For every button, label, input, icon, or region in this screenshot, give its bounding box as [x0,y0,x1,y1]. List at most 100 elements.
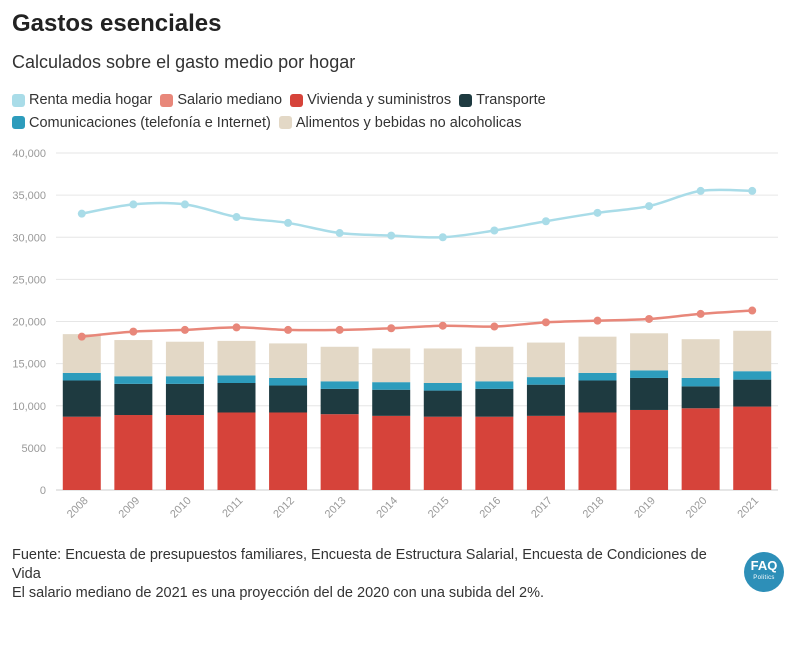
bar-segment [681,339,720,378]
legend-swatch [278,116,292,129]
data-point [129,327,138,336]
legend-item[interactable]: Alimentos y bebidas no alcoholicas [278,113,522,133]
data-point [180,325,189,334]
x-tick-label: 2008 [65,495,91,521]
data-point [77,332,86,341]
y-tick-label: 35,000 [12,190,46,202]
chart-footer: Fuente: Encuesta de presupuestos familia… [12,546,732,603]
bar-segment [217,375,256,384]
bar-segment [165,383,204,416]
legend-item[interactable]: Comunicaciones (telefonía e Internet) [12,113,271,133]
x-tick-label: 2013 [323,495,349,521]
series-line [81,188,753,239]
legend-item[interactable]: Transporte [459,90,546,110]
stacked-bar-line-chart: 0 5000 10,000 15,000 20,000 25,000 30,000 35,00… [12,148,778,521]
bar-segment [475,346,514,382]
legend-item[interactable]: Salario mediano [160,90,282,110]
bar-segment [423,348,462,384]
x-tick-label: 2010 [168,495,194,521]
data-point [335,325,344,334]
bar-segment [526,342,565,378]
y-tick-label: 0 [40,485,46,497]
bar-segment [630,409,669,490]
legend-swatch [459,93,473,107]
y-tick-label: 25,000 [12,274,46,286]
bar-segment [269,343,308,378]
bar-segment [114,376,153,384]
bar-segment [269,385,308,413]
data-point [748,186,757,195]
bar-segment [114,340,153,377]
data-point [696,309,705,318]
legend-item[interactable]: Renta media hogar [12,90,152,110]
bar-segment [372,415,411,490]
data-point [490,322,499,331]
bar-segment [475,388,514,417]
legend-swatch [160,93,174,107]
data-point [645,202,654,211]
bar-segment [217,383,256,413]
bar-segment [630,333,669,371]
bar-segment [681,408,720,490]
bar-segment [114,383,153,416]
bar-segment [733,406,772,490]
x-tick-label: 2014 [374,495,400,521]
logo-subtext: Politics [753,575,775,581]
x-tick-label: 2020 [684,495,710,521]
bar-segment [733,379,772,407]
bar-segment [526,384,565,416]
bar-segment [217,412,256,490]
bar-segment [526,377,565,385]
bar-segment [320,388,359,415]
bar-segment [681,386,720,409]
x-tick-label: 2015 [426,495,452,521]
data-point [232,323,241,332]
x-tick-label: 2019 [632,495,658,521]
data-point [438,233,447,242]
bar-segment [320,346,359,382]
source-note: Fuente: Encuesta de presupuestos familia… [12,547,707,582]
data-point [335,229,344,238]
logo-text: FAQ [750,558,778,573]
data-point [490,226,499,235]
legend-label: Salario mediano [177,92,283,108]
y-tick-label: 30,000 [12,232,46,244]
data-point [696,186,705,195]
bar-segment [578,412,617,490]
bar-segment [165,415,204,490]
chart-title: Gastos esenciales [12,10,222,37]
legend-item[interactable]: Vivienda y suministros [290,90,451,110]
bar-segment [372,348,411,383]
bar-segment [526,415,565,490]
chart-subtitle: Calculados sobre el gasto medio por hoga… [12,52,356,72]
legend-label: Alimentos y bebidas no alcoholicas [295,114,522,131]
legend-swatch [12,116,25,129]
y-tick-label: 10,000 [12,401,46,413]
data-point [284,325,293,334]
data-point [541,318,550,327]
data-point [232,213,241,222]
x-tick-label: 2011 [220,495,245,520]
bar-segment [578,336,617,373]
bar-segment [165,376,204,384]
bar-segment [372,382,411,390]
data-point [593,316,602,325]
legend-label: Renta media hogar [29,92,153,108]
bar-segment [62,416,101,490]
data-point [645,314,654,323]
bar-segment [578,380,617,413]
bar-segment [630,370,669,378]
x-tick-label: 2016 [478,495,504,521]
x-tick-label: 2017 [529,495,555,521]
data-point [387,231,396,240]
legend-label: Vivienda y suministros [307,92,452,108]
chart-legend: Renta media hogar Salario mediano Vivienda… [12,90,572,135]
data-point [438,321,447,330]
legend-swatch [12,93,25,107]
bar-segment [423,383,462,391]
data-point [748,306,757,315]
data-point [387,324,396,333]
x-tick-label: 2009 [117,495,143,521]
bar-segment [423,416,462,490]
bar-segment [475,381,514,389]
